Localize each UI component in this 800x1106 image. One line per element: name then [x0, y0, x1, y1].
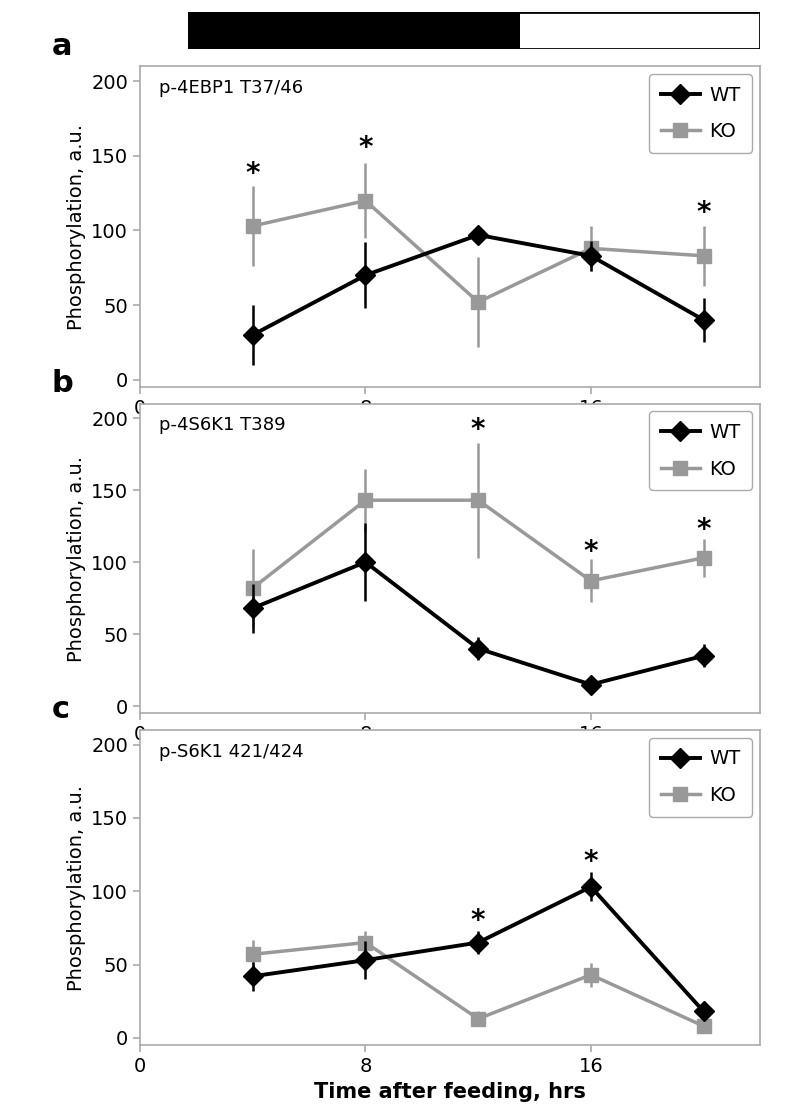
Legend: WT, KO: WT, KO	[649, 738, 752, 816]
Text: *: *	[358, 135, 373, 163]
Text: b: b	[52, 369, 74, 398]
Bar	[188, 12, 520, 49]
Text: *: *	[471, 907, 486, 935]
Text: p-S6K1 421/424: p-S6K1 421/424	[158, 742, 303, 761]
Text: a: a	[52, 32, 73, 61]
Text: *: *	[584, 538, 598, 566]
Text: *: *	[246, 159, 260, 188]
Text: *: *	[471, 416, 486, 444]
Text: *: *	[696, 517, 711, 544]
Text: *: *	[584, 848, 598, 876]
Text: p-4S6K1 T389: p-4S6K1 T389	[158, 416, 286, 434]
X-axis label: Time after feeding, hrs: Time after feeding, hrs	[314, 1082, 586, 1102]
Y-axis label: Phosphorylation, a.u.: Phosphorylation, a.u.	[66, 124, 86, 330]
Legend: WT, KO: WT, KO	[649, 411, 752, 490]
Legend: WT, KO: WT, KO	[649, 74, 752, 153]
Y-axis label: Phosphorylation, a.u.: Phosphorylation, a.u.	[66, 456, 86, 661]
Text: c: c	[52, 696, 70, 724]
Bar	[520, 12, 760, 49]
Text: *: *	[696, 199, 711, 227]
Text: p-4EBP1 T37/46: p-4EBP1 T37/46	[158, 80, 302, 97]
Y-axis label: Phosphorylation, a.u.: Phosphorylation, a.u.	[66, 784, 86, 991]
